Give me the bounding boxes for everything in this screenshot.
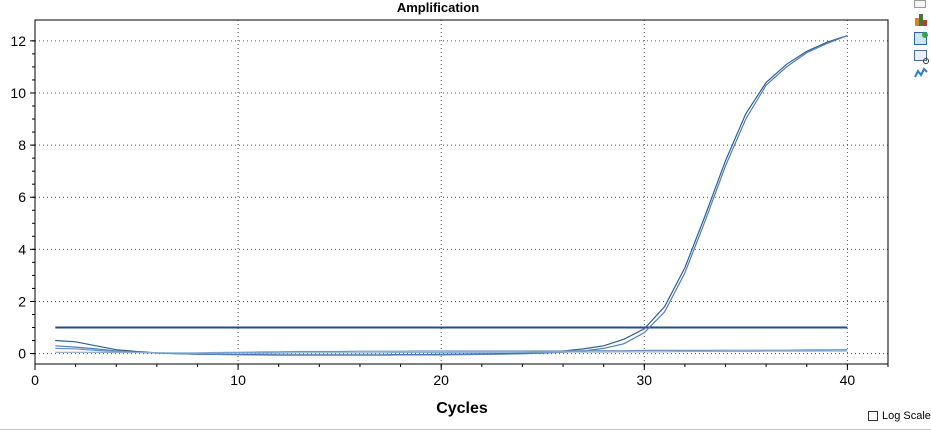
x-tick-label: 0 bbox=[31, 372, 39, 388]
curve-glyph bbox=[914, 67, 928, 78]
plot-frame bbox=[34, 19, 889, 365]
y-tick-label: 10 bbox=[10, 85, 26, 101]
x-tick-label: 10 bbox=[230, 372, 246, 388]
zoom-icon[interactable] bbox=[914, 50, 929, 64]
y-tick-label: 8 bbox=[18, 137, 26, 153]
tick-layer: 0 10 20 30 40 0 2 4 6 8 10 12 bbox=[10, 33, 889, 388]
x-tick-label: 40 bbox=[840, 372, 856, 388]
series-layer bbox=[55, 35, 848, 356]
log-scale-checkbox[interactable] bbox=[868, 411, 878, 421]
y-tick-label: 2 bbox=[18, 293, 26, 309]
chart-type-icon[interactable] bbox=[914, 13, 928, 27]
x-axis-label: Cycles bbox=[436, 400, 488, 417]
chart-title: Amplification bbox=[397, 0, 479, 15]
y-tick-label: 0 bbox=[18, 346, 26, 362]
page-icon[interactable] bbox=[914, 0, 926, 8]
grid-layer bbox=[35, 20, 888, 364]
log-scale-label: Log Scale bbox=[882, 410, 931, 422]
x-tick-label: 20 bbox=[433, 372, 449, 388]
y-tick-label: 12 bbox=[10, 33, 26, 49]
x-tick-label: 30 bbox=[636, 372, 652, 388]
bottom-divider bbox=[0, 429, 931, 430]
series-line-2 bbox=[55, 35, 848, 356]
series-line-4 bbox=[55, 350, 848, 354]
series-line-1 bbox=[55, 35, 848, 356]
log-scale-toggle[interactable]: Log Scale bbox=[868, 410, 931, 422]
export-image-icon[interactable] bbox=[914, 32, 928, 45]
y-tick-label: 4 bbox=[18, 241, 26, 257]
chart-toolbar bbox=[913, 0, 931, 83]
curve-settings-icon[interactable] bbox=[914, 66, 928, 78]
y-tick-label: 6 bbox=[18, 189, 26, 205]
